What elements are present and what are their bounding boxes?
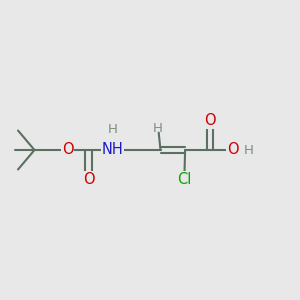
Text: H: H: [153, 122, 162, 135]
Text: O: O: [62, 142, 73, 158]
Text: O: O: [227, 142, 238, 158]
Text: H: H: [108, 123, 118, 136]
Text: Cl: Cl: [177, 172, 192, 187]
Text: NH: NH: [102, 142, 123, 158]
Text: H: H: [244, 143, 254, 157]
Text: O: O: [83, 172, 94, 187]
Text: O: O: [204, 113, 216, 128]
